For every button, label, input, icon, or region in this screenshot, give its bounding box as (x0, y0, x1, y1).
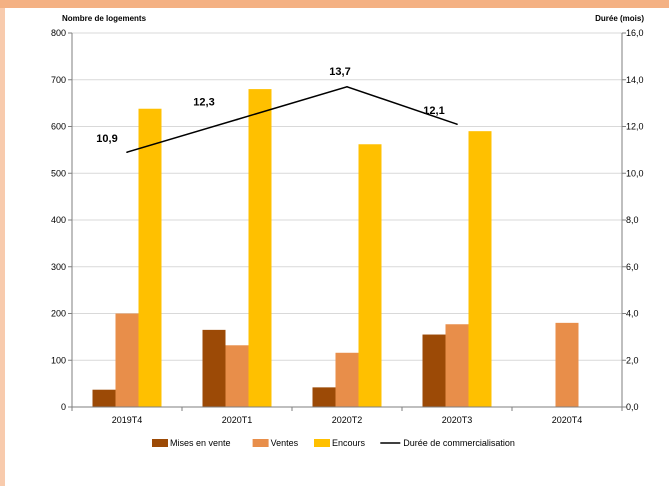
legend-label: Encours (332, 438, 366, 448)
legend-label: Ventes (271, 438, 299, 448)
line-duree-de-commercialisation (126, 85, 458, 153)
bar-ventes (115, 313, 139, 407)
x-tick-label: 2020T1 (222, 415, 253, 425)
data-label: 12,3 (193, 96, 214, 108)
y-tick-label: 600 (51, 122, 66, 132)
legend-label: Mises en vente (170, 438, 231, 448)
y-tick-label: 800 (51, 28, 66, 38)
bar-ventes (445, 324, 469, 407)
bar-ventes (555, 322, 579, 407)
data-label: 13,7 (329, 66, 350, 78)
legend-swatch (152, 439, 168, 447)
y-tick-label: 700 (51, 75, 66, 85)
line-layer: 10,9 12,3 13,7 12,1 (96, 66, 458, 154)
bars-layer (92, 89, 579, 408)
bar-ventes (335, 352, 359, 407)
left-border-band (0, 8, 5, 486)
y-tick-label: 200 (51, 309, 66, 319)
y-tick-label: 400 (51, 215, 66, 225)
x-tick-label: 2020T3 (442, 415, 473, 425)
x-tick-label: 2020T2 (332, 415, 363, 425)
line-point (346, 85, 348, 88)
y-tick-label: 500 (51, 168, 66, 178)
y2-tick-label: 12,0 (626, 122, 644, 132)
legend-swatch (252, 439, 269, 447)
bar-mises-en-vente (312, 387, 336, 407)
data-label: 12,1 (423, 105, 444, 117)
y-tick-label: 100 (51, 355, 66, 365)
legend-swatch (314, 439, 330, 447)
bar-encours (358, 144, 382, 407)
legend-label: Durée de commercialisation (403, 438, 515, 448)
y-tick-label: 0 (61, 402, 66, 412)
bar-encours (468, 131, 492, 408)
x-tick-label: 2019T4 (112, 415, 143, 425)
y-axis-title: Nombre de logements (62, 14, 147, 23)
axes-layer: 0 0,0 100 2,0 200 4,0 300 6,0 400 8,0 500 10,0 600 12… (51, 28, 644, 425)
top-border-band (0, 0, 669, 8)
y2-tick-label: 16,0 (626, 28, 644, 38)
y2-axis-title: Durée (mois) (595, 14, 644, 23)
y2-tick-label: 10,0 (626, 168, 644, 178)
x-tick-label: 2020T4 (552, 415, 583, 425)
line-point (126, 151, 128, 154)
data-label: 10,9 (96, 133, 117, 145)
y2-tick-label: 0,0 (626, 402, 639, 412)
y2-tick-label: 4,0 (626, 309, 639, 319)
y2-tick-label: 2,0 (626, 355, 639, 365)
bar-mises-en-vente (422, 334, 446, 407)
bar-ventes (225, 345, 249, 407)
y2-tick-label: 14,0 (626, 75, 644, 85)
line-point (236, 118, 238, 121)
bar-encours (248, 89, 272, 407)
y2-tick-label: 6,0 (626, 262, 639, 272)
y2-tick-label: 8,0 (626, 215, 639, 225)
bar-mises-en-vente (202, 329, 226, 407)
line-point (456, 123, 458, 125)
legend: Mises en vente Ventes Encours Durée de comm… (152, 438, 515, 448)
bar-encours (138, 108, 162, 408)
y-tick-label: 300 (51, 262, 66, 272)
bar-mises-en-vente (92, 389, 116, 407)
